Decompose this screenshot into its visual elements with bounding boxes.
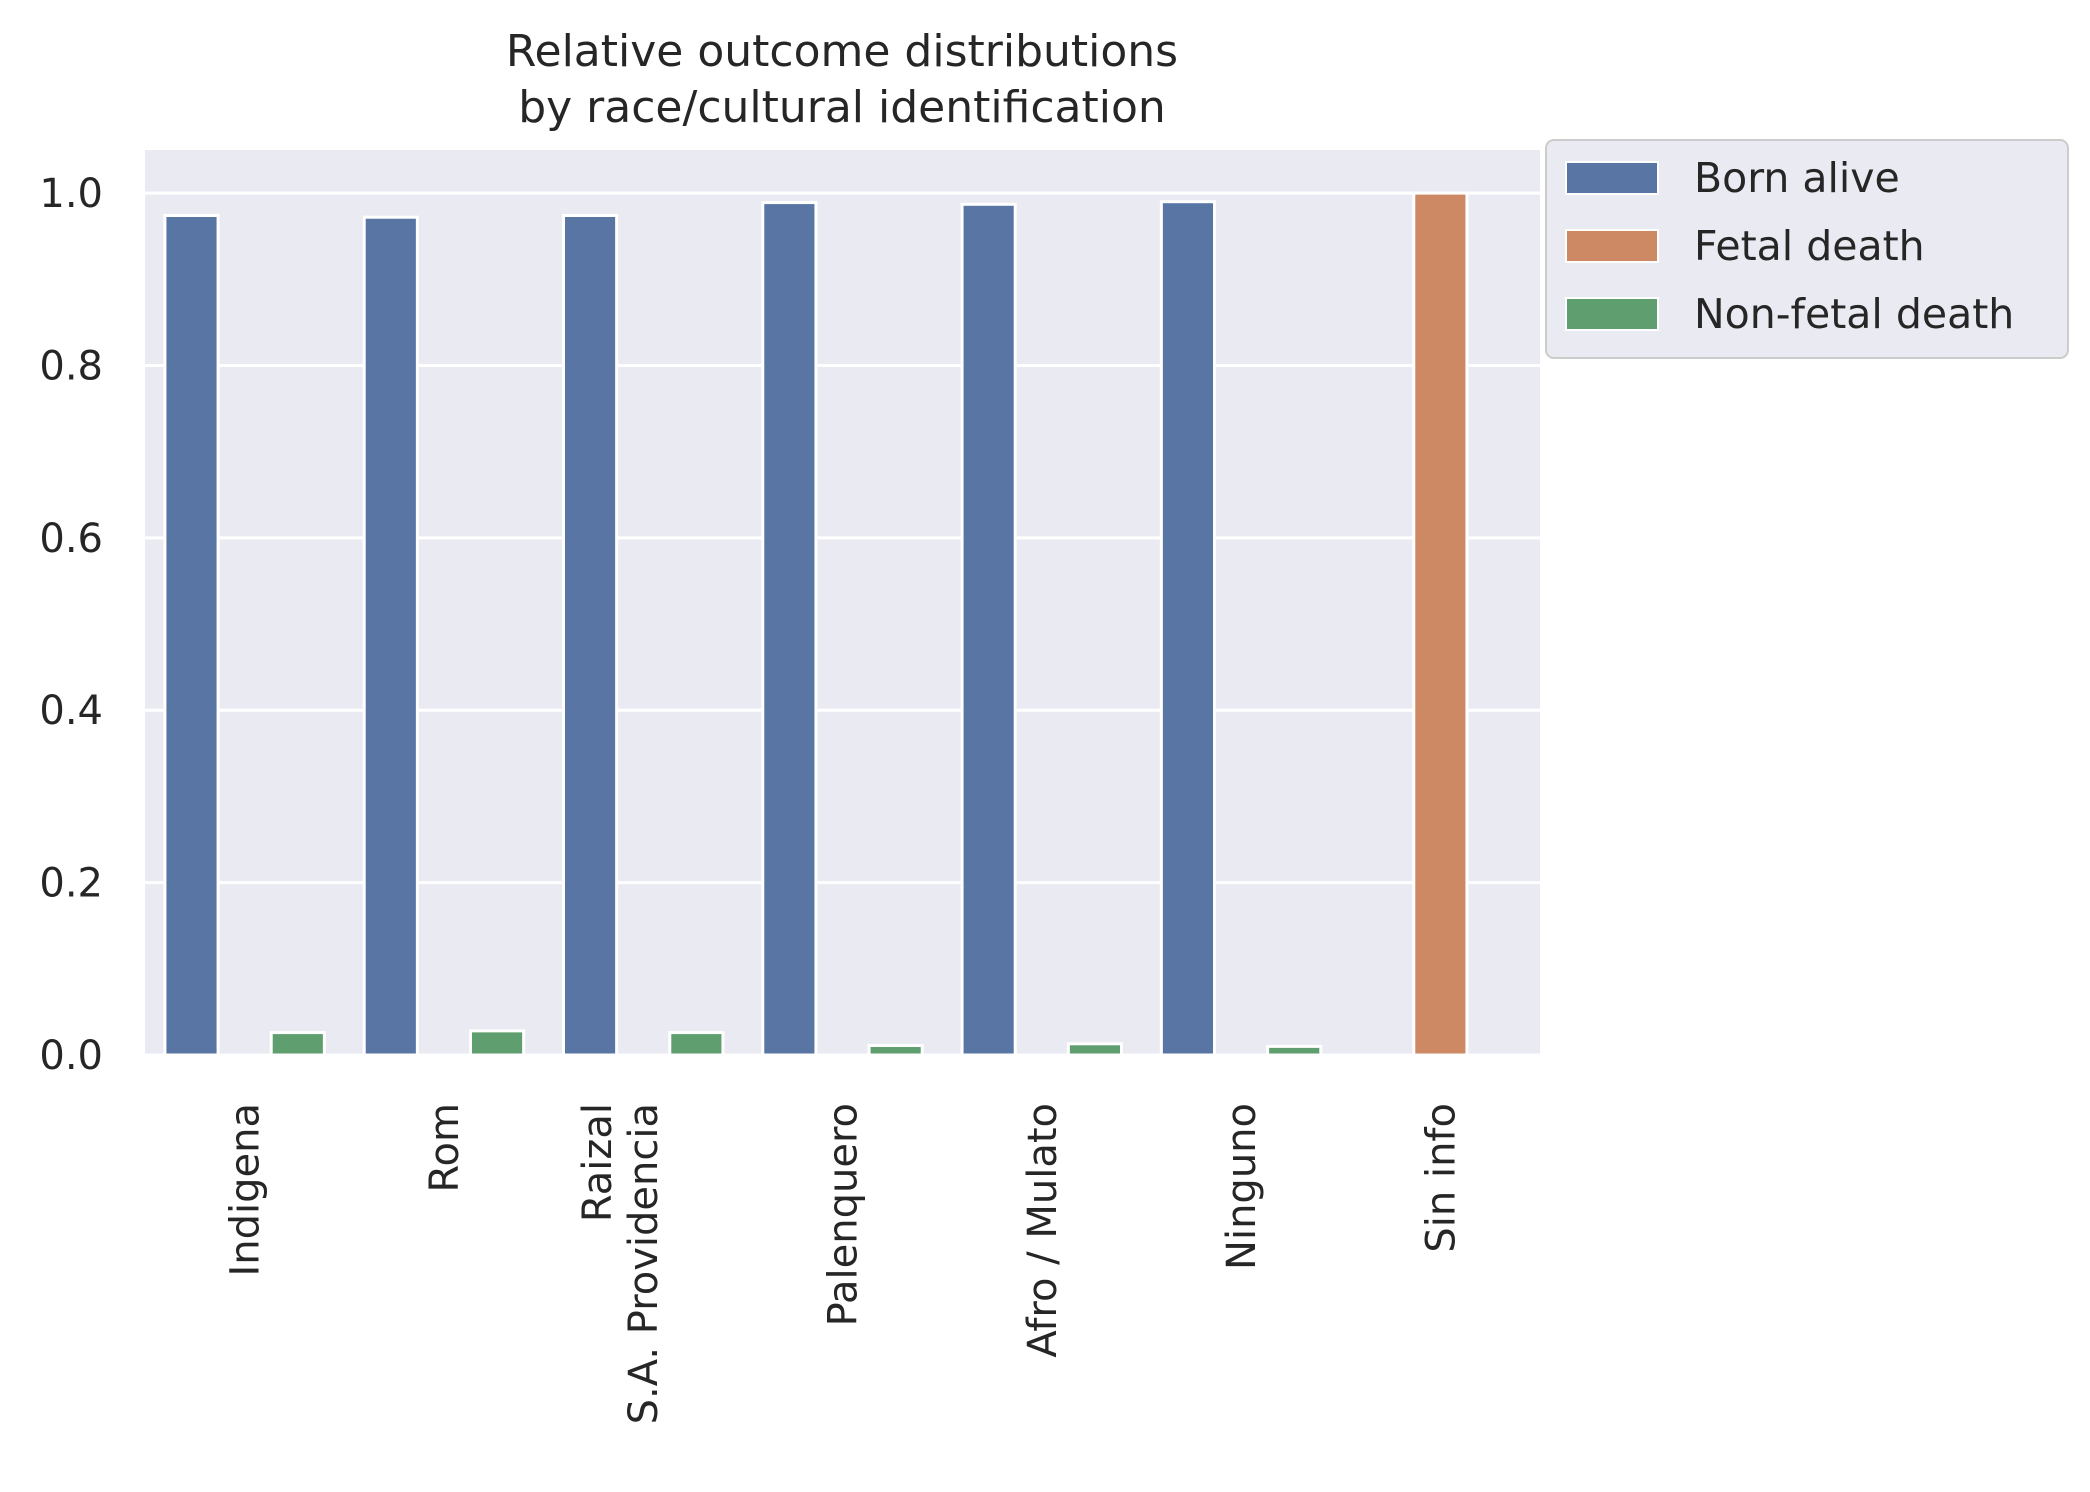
x-tick-label-line: Rom: [422, 1103, 468, 1192]
bar-born-alive: [362, 215, 419, 1057]
bar-non-fetal-death: [1266, 1044, 1323, 1057]
x-tick-label: Raizal S.A. Providencia: [575, 1103, 667, 1424]
x-tick-label: Ninguno: [1219, 1103, 1265, 1270]
x-tick-label-line: Raizal: [575, 1103, 621, 1222]
legend-swatch: [1565, 161, 1659, 195]
x-tick-label: Indigena: [223, 1103, 269, 1277]
bar-born-alive: [163, 214, 220, 1057]
bar-non-fetal-death: [469, 1029, 526, 1057]
bar-born-alive: [761, 201, 818, 1057]
x-tick-label: Afro / Mulato: [1020, 1103, 1066, 1358]
y-tick-label: 0.0: [39, 1033, 103, 1079]
bar-non-fetal-death: [1066, 1042, 1124, 1057]
bar-non-fetal-death: [668, 1031, 725, 1057]
x-tick-label: Palenquero: [821, 1103, 867, 1326]
legend-box: [1545, 139, 2069, 359]
x-tick-label-line: Afro / Mulato: [1020, 1103, 1066, 1358]
legend-label: Non-fetal death: [1694, 290, 2014, 338]
x-tick-label-line: S.A. Providencia: [621, 1103, 667, 1424]
bar-born-alive: [562, 214, 619, 1057]
x-tick-label-line: Indigena: [223, 1103, 269, 1277]
chart-title-line-1: Relative outcome distributions: [506, 26, 1178, 77]
bar-fetal-death: [1412, 191, 1469, 1057]
y-tick-label: 0.2: [39, 861, 103, 907]
y-tick-label: 0.8: [39, 343, 103, 389]
bar-non-fetal-death: [269, 1031, 326, 1057]
legend-label: Born alive: [1694, 154, 1900, 202]
legend: Born alive Fetal death Non-fetal death: [1545, 139, 2069, 359]
y-tick-label: 0.6: [39, 516, 103, 562]
x-tick-label: Sin info: [1418, 1103, 1464, 1253]
x-tick-label-line: Ninguno: [1219, 1103, 1265, 1270]
y-tick-label: 0.4: [39, 688, 103, 734]
x-tick-label-line: Sin info: [1418, 1103, 1464, 1253]
plot-area: 0.0 0.2 0.4 0.6 0.8 1.0 Indigena Rom Raizal S.A. …: [39, 150, 1540, 1424]
x-tick-label: Rom: [422, 1103, 468, 1192]
chart-title-line-2: by race/cultural identification: [518, 82, 1166, 133]
bar-born-alive: [1159, 200, 1217, 1057]
bar-non-fetal-death: [867, 1044, 924, 1057]
y-tick-label: 1.0: [39, 171, 103, 217]
legend-label: Fetal death: [1694, 222, 1925, 270]
x-tick-label-line: Palenquero: [821, 1103, 867, 1326]
plot-background: [145, 150, 1540, 1055]
bar-born-alive: [960, 202, 1017, 1057]
legend-swatch: [1565, 229, 1659, 263]
legend-swatch: [1565, 297, 1659, 331]
